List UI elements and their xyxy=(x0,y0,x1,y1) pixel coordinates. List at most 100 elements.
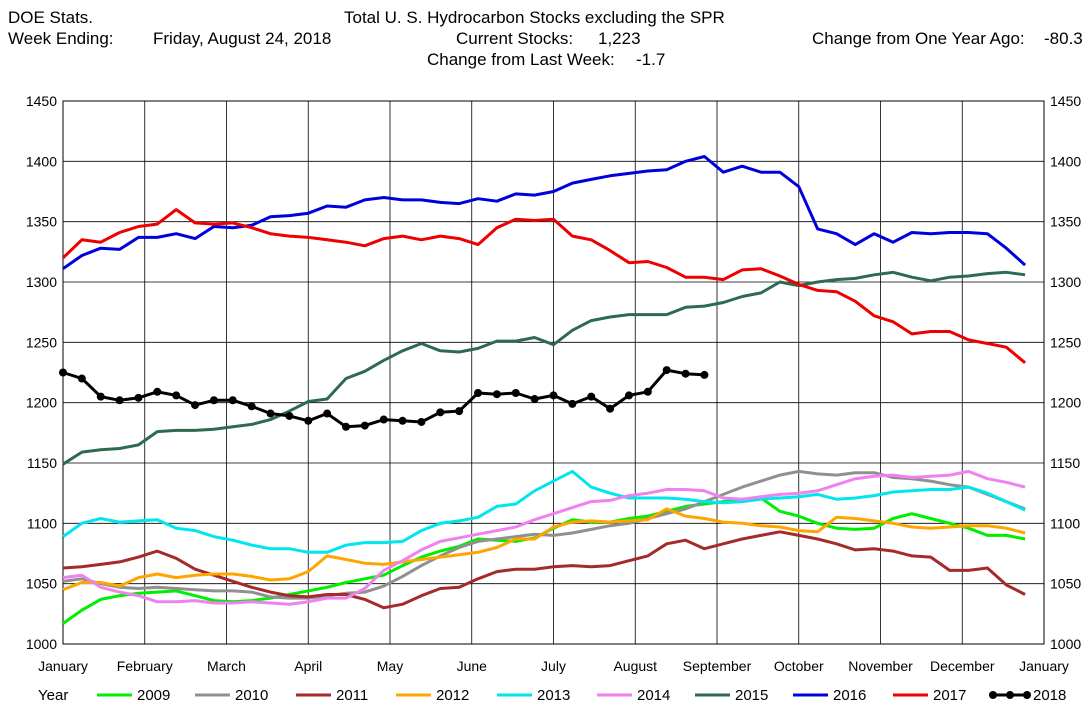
y-tick-label-left: 1050 xyxy=(26,576,57,592)
legend-marker-2018 xyxy=(1006,691,1014,699)
legend-label-2016: 2016 xyxy=(833,687,866,704)
series-point-2018 xyxy=(134,393,143,402)
series-point-2018 xyxy=(643,387,652,396)
x-tick-label: April xyxy=(294,658,322,674)
x-tick-label: October xyxy=(774,658,824,674)
y-tick-label-left: 1100 xyxy=(27,515,57,531)
series-line-2015 xyxy=(62,270,1026,466)
series-point-2018 xyxy=(511,389,520,398)
series-line-2017 xyxy=(61,208,1027,364)
series-line-2011 xyxy=(62,530,1026,610)
series-point-2018 xyxy=(341,422,350,431)
series-point-2018 xyxy=(191,401,200,410)
x-tick-label: May xyxy=(377,658,403,674)
week-ending-label: Week Ending: xyxy=(8,29,114,48)
y-tick-label-left: 1200 xyxy=(26,395,57,411)
current-stocks-label: Current Stocks: xyxy=(456,29,574,48)
legend-label-2012: 2012 xyxy=(436,687,469,704)
legend-marker-2018 xyxy=(989,691,997,699)
series-point-2018 xyxy=(606,404,615,413)
y-tick-label-right: 1450 xyxy=(1050,93,1081,109)
x-tick-label: July xyxy=(541,658,566,674)
y-tick-label-right: 1350 xyxy=(1050,214,1081,230)
legend-label-2011: 2011 xyxy=(336,687,368,704)
y-tick-label-left: 1450 xyxy=(26,93,57,109)
series-line-2014 xyxy=(62,469,1026,606)
series-point-2018 xyxy=(492,390,501,399)
y-tick-label-right: 1400 xyxy=(1050,153,1081,169)
series-point-2018 xyxy=(474,389,483,398)
series-point-2018 xyxy=(172,391,181,400)
series-point-2018 xyxy=(59,368,67,377)
series-point-2018 xyxy=(530,395,539,404)
y-tick-label-right: 1250 xyxy=(1050,334,1081,350)
series-point-2018 xyxy=(153,387,162,396)
series-point-2018 xyxy=(209,396,218,405)
chart-title: Total U. S. Hydrocarbon Stocks excluding… xyxy=(344,8,725,27)
series-line-2016 xyxy=(62,155,1027,270)
legend-label-2018: 2018 xyxy=(1033,687,1066,704)
series-point-2018 xyxy=(379,415,388,424)
series-point-2018 xyxy=(398,416,407,425)
series-point-2018 xyxy=(681,369,690,378)
series-point-2018 xyxy=(700,370,709,379)
series-point-2018 xyxy=(624,391,633,400)
legend-label-2015: 2015 xyxy=(735,687,768,704)
legend-label-2010: 2010 xyxy=(235,687,268,704)
x-tick-label: January xyxy=(1019,658,1069,674)
week-ending-date: Friday, August 24, 2018 xyxy=(153,29,332,48)
series-point-2018 xyxy=(436,408,445,417)
change-year-value: -80.3 xyxy=(1044,29,1083,48)
y-tick-label-right: 1100 xyxy=(1050,515,1080,531)
x-tick-label: January xyxy=(38,658,88,674)
source-label: DOE Stats. xyxy=(8,8,94,27)
series-point-2018 xyxy=(266,409,275,418)
y-tick-label-left: 1400 xyxy=(26,153,57,169)
x-tick-label: September xyxy=(683,658,752,674)
change-week-label: Change from Last Week: xyxy=(427,50,615,69)
y-tick-label-right: 1150 xyxy=(1050,455,1080,471)
change-week-value: -1.7 xyxy=(636,50,666,69)
legend-label-2013: 2013 xyxy=(537,687,570,704)
series-point-2018 xyxy=(285,411,294,420)
y-tick-label-right: 1300 xyxy=(1050,274,1081,290)
series-point-2018 xyxy=(549,391,558,400)
series-point-2018 xyxy=(360,421,369,430)
y-tick-label-left: 1350 xyxy=(26,214,57,230)
change-year-label: Change from One Year Ago: xyxy=(812,29,1025,48)
series-point-2018 xyxy=(96,392,105,401)
y-tick-label-left: 1000 xyxy=(26,636,57,652)
x-tick-label: February xyxy=(117,658,173,674)
series-point-2018 xyxy=(417,417,426,426)
x-tick-label: August xyxy=(613,658,657,674)
x-tick-label: November xyxy=(848,658,913,674)
series-point-2018 xyxy=(455,407,464,416)
y-tick-label-left: 1300 xyxy=(26,274,57,290)
series-point-2018 xyxy=(304,416,313,425)
series-point-2018 xyxy=(568,399,577,408)
series-point-2018 xyxy=(77,374,86,383)
series-line-2010 xyxy=(62,469,1026,600)
series-point-2018 xyxy=(247,402,256,411)
legend-title: Year xyxy=(38,687,68,704)
y-tick-label-left: 1250 xyxy=(26,334,57,350)
legend-label-2014: 2014 xyxy=(637,687,670,704)
series-point-2018 xyxy=(323,409,332,418)
series-line-2012 xyxy=(62,507,1026,592)
legend-label-2017: 2017 xyxy=(933,687,966,704)
current-stocks-value: 1,223 xyxy=(598,29,641,48)
series-point-2018 xyxy=(115,396,124,405)
legend-label-2009: 2009 xyxy=(137,687,170,704)
y-tick-label-left: 1150 xyxy=(27,455,57,471)
x-tick-label: June xyxy=(457,658,488,674)
x-tick-label: December xyxy=(930,658,995,674)
legend-marker-2018 xyxy=(1023,691,1031,699)
y-tick-label-right: 1000 xyxy=(1050,636,1081,652)
x-tick-label: March xyxy=(207,658,246,674)
series-point-2018 xyxy=(228,396,237,405)
series-line-2013 xyxy=(62,469,1026,554)
series-point-2018 xyxy=(587,392,596,401)
series-point-2018 xyxy=(662,366,671,375)
y-tick-label-right: 1200 xyxy=(1050,395,1081,411)
